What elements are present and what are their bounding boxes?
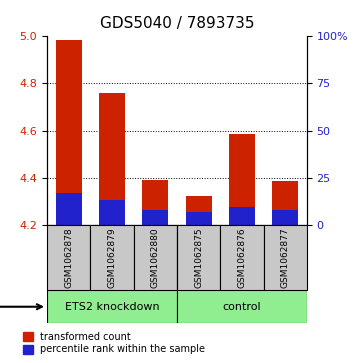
- Bar: [142, 210, 168, 225]
- Text: ETS2 knockdown: ETS2 knockdown: [65, 302, 159, 312]
- Bar: [272, 210, 298, 225]
- FancyBboxPatch shape: [220, 225, 264, 290]
- Text: protocol: protocol: [0, 300, 42, 313]
- Bar: [142, 180, 168, 225]
- Text: GSM1062875: GSM1062875: [194, 227, 203, 288]
- Bar: [229, 207, 255, 225]
- Title: GDS5040 / 7893735: GDS5040 / 7893735: [100, 16, 254, 31]
- Text: GSM1062880: GSM1062880: [151, 227, 160, 288]
- FancyBboxPatch shape: [177, 290, 307, 323]
- Text: GSM1062876: GSM1062876: [238, 227, 246, 288]
- Bar: [186, 212, 212, 225]
- Bar: [99, 200, 125, 225]
- Text: GSM1062877: GSM1062877: [281, 227, 290, 288]
- FancyBboxPatch shape: [47, 225, 90, 290]
- FancyBboxPatch shape: [177, 225, 220, 290]
- FancyBboxPatch shape: [90, 225, 134, 290]
- Legend: transformed count, percentile rank within the sample: transformed count, percentile rank withi…: [23, 331, 205, 355]
- FancyBboxPatch shape: [134, 225, 177, 290]
- Text: control: control: [223, 302, 261, 312]
- Text: GSM1062879: GSM1062879: [108, 227, 116, 288]
- Bar: [56, 40, 82, 225]
- Bar: [229, 134, 255, 225]
- Bar: [272, 182, 298, 225]
- Text: GSM1062878: GSM1062878: [64, 227, 73, 288]
- FancyBboxPatch shape: [47, 290, 177, 323]
- Bar: [99, 93, 125, 225]
- FancyBboxPatch shape: [264, 225, 307, 290]
- Bar: [186, 196, 212, 225]
- Bar: [56, 193, 82, 225]
